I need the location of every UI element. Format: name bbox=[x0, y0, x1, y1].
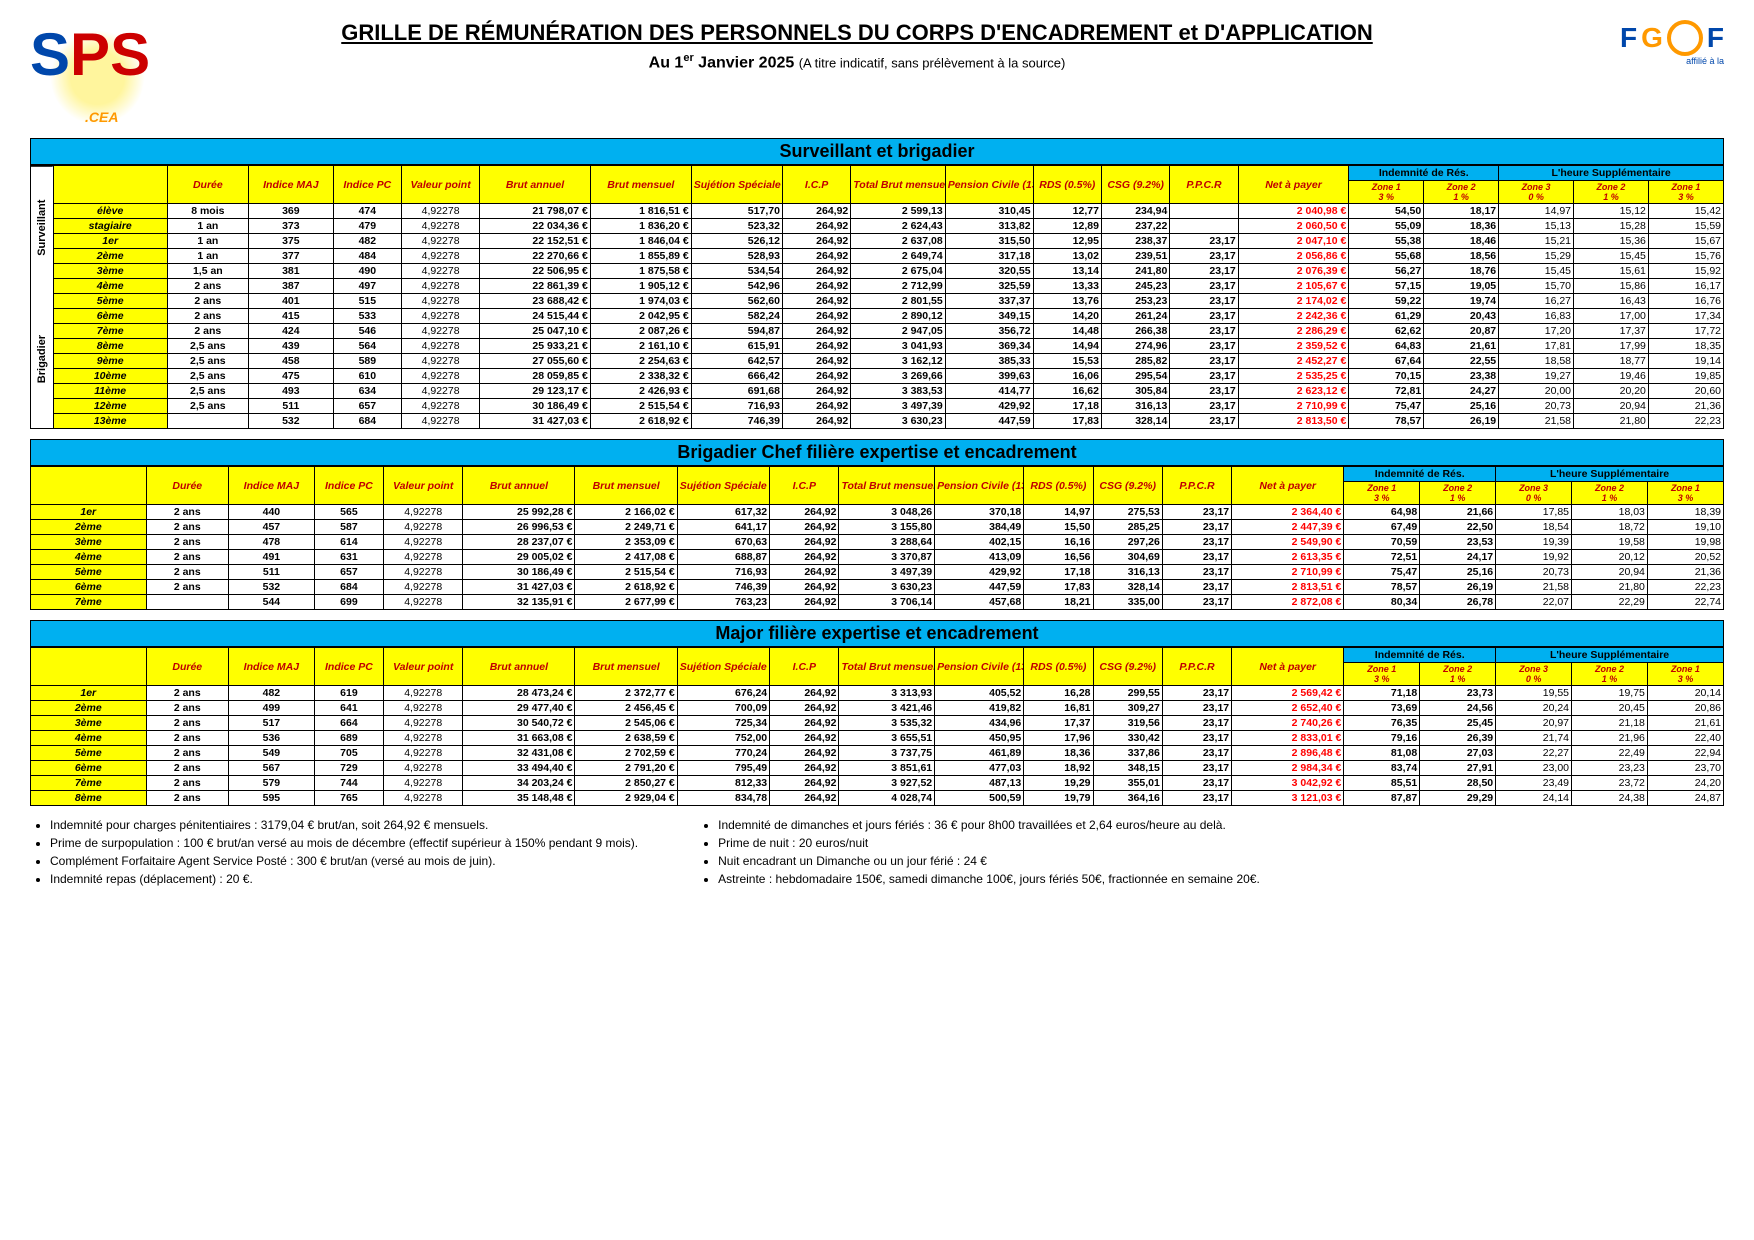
table-row: 4ème2 ans5366894,9227831 663,08 €2 638,5… bbox=[31, 731, 1724, 746]
note-item: Indemnité pour charges pénitentiaires : … bbox=[50, 818, 638, 832]
pay-table: DuréeIndice MAJIndice PCValeur pointBrut… bbox=[30, 466, 1724, 610]
note-item: Prime de nuit : 20 euros/nuit bbox=[718, 836, 1260, 850]
table-row: 7ème2 ans5797444,9227834 203,24 €2 850,2… bbox=[31, 776, 1724, 791]
group-label: Surveillant bbox=[31, 166, 53, 289]
pay-table: DuréeIndice MAJIndice PCValeur pointBrut… bbox=[30, 647, 1724, 806]
table-row: 7ème2 ans4245464,9227825 047,10 €2 087,2… bbox=[53, 324, 1723, 339]
table-row: 5ème2 ans5116574,9227830 186,49 €2 515,5… bbox=[31, 565, 1724, 580]
section-title: Surveillant et brigadier bbox=[30, 138, 1724, 165]
table-row: 8ème2,5 ans4395644,9227825 933,21 €2 161… bbox=[53, 339, 1723, 354]
page-title: GRILLE DE RÉMUNÉRATION DES PERSONNELS DU… bbox=[170, 20, 1544, 46]
logo-sps: SPS.CEA bbox=[30, 20, 170, 130]
note-item: Astreinte : hebdomadaire 150€, samedi di… bbox=[718, 872, 1260, 886]
subtitle: Au 1er Janvier 2025 (A titre indicatif, … bbox=[170, 52, 1544, 72]
note-item: Nuit encadrant un Dimanche ou un jour fé… bbox=[718, 854, 1260, 868]
table-row: 1er2 ans4405654,9227825 992,28 €2 166,02… bbox=[31, 505, 1724, 520]
table-row: 13ème5326844,9227831 427,03 €2 618,92 €7… bbox=[53, 414, 1723, 429]
table-row: 12ème2,5 ans5116574,9227830 186,49 €2 51… bbox=[53, 399, 1723, 414]
table-row: 10ème2,5 ans4756104,9227828 059,85 €2 33… bbox=[53, 369, 1723, 384]
table-row: 6ème2 ans5326844,9227831 427,03 €2 618,9… bbox=[31, 580, 1724, 595]
table-row: 3ème2 ans4786144,9227828 237,07 €2 353,0… bbox=[31, 535, 1724, 550]
table-row: 1er2 ans4826194,9227828 473,24 €2 372,77… bbox=[31, 686, 1724, 701]
table-row: 11ème2,5 ans4936344,9227829 123,17 €2 42… bbox=[53, 384, 1723, 399]
table-row: 5ème2 ans5497054,9227832 431,08 €2 702,5… bbox=[31, 746, 1724, 761]
note-item: Indemnité de dimanches et jours fériés :… bbox=[718, 818, 1260, 832]
pay-table: DuréeIndice MAJIndice PCValeur pointBrut… bbox=[53, 165, 1724, 429]
section-title: Major filière expertise et encadrement bbox=[30, 620, 1724, 647]
table-row: 2ème2 ans4575874,9227826 996,53 €2 249,7… bbox=[31, 520, 1724, 535]
table-row: 5ème2 ans4015154,9227823 688,42 €1 974,0… bbox=[53, 294, 1723, 309]
table-row: 3ème2 ans5176644,9227830 540,72 €2 545,0… bbox=[31, 716, 1724, 731]
table-row: 4ème2 ans4916314,9227829 005,02 €2 417,0… bbox=[31, 550, 1724, 565]
note-item: Prime de surpopulation : 100 € brut/an v… bbox=[50, 836, 638, 850]
table-row: 7ème5446994,9227832 135,91 €2 677,99 €76… bbox=[31, 595, 1724, 610]
table-row: 1er1 an3754824,9227822 152,51 €1 846,04 … bbox=[53, 234, 1723, 249]
section-title: Brigadier Chef filière expertise et enca… bbox=[30, 439, 1724, 466]
header: SPS.CEA GRILLE DE RÉMUNÉRATION DES PERSO… bbox=[30, 20, 1724, 130]
table-row: 6ème2 ans4155334,9227824 515,44 €2 042,9… bbox=[53, 309, 1723, 324]
note-item: Complément Forfaitaire Agent Service Pos… bbox=[50, 854, 638, 868]
table-row: 4ème2 ans3874974,9227822 861,39 €1 905,1… bbox=[53, 279, 1723, 294]
table-row: 2ème2 ans4996414,9227829 477,40 €2 456,4… bbox=[31, 701, 1724, 716]
group-label: Brigadier bbox=[31, 289, 53, 428]
footnotes: Indemnité pour charges pénitentiaires : … bbox=[30, 818, 1724, 890]
note-item: Indemnité repas (déplacement) : 20 €. bbox=[50, 872, 638, 886]
table-row: 6ème2 ans5677294,9227833 494,40 €2 791,2… bbox=[31, 761, 1724, 776]
table-row: 9ème2,5 ans4585894,9227827 055,60 €2 254… bbox=[53, 354, 1723, 369]
table-row: 3ème1,5 an3814904,9227822 506,95 €1 875,… bbox=[53, 264, 1723, 279]
table-row: élève8 mois3694744,9227821 798,07 €1 816… bbox=[53, 204, 1723, 219]
table-row: stagiaire1 an3734794,9227822 034,36 €1 8… bbox=[53, 219, 1723, 234]
logo-fgaf: FGF affilié à la bbox=[1544, 20, 1724, 66]
table-row: 2ème1 an3774844,9227822 270,66 €1 855,89… bbox=[53, 249, 1723, 264]
table-row: 8ème2 ans5957654,9227835 148,48 €2 929,0… bbox=[31, 791, 1724, 806]
